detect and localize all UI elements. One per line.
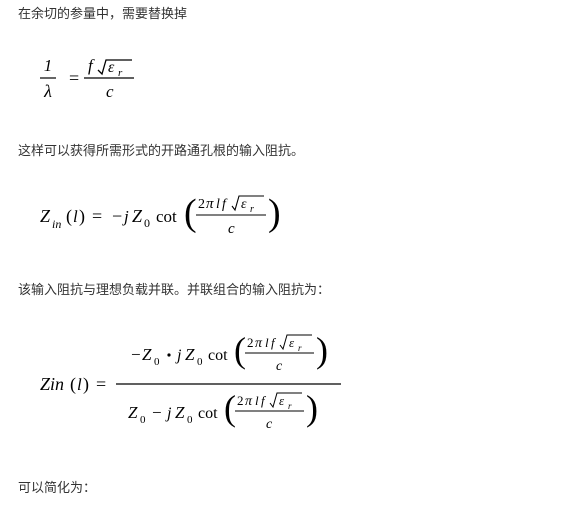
svg-text:0: 0 (154, 356, 160, 368)
svg-text:π: π (245, 394, 253, 409)
svg-text:2: 2 (237, 393, 244, 408)
equation-2-svg: Z in ( l ) = − j Z 0 cot ( 2 π l f ε (36, 190, 291, 242)
svg-text:0: 0 (187, 414, 193, 426)
svg-text:cot: cot (208, 347, 228, 364)
svg-text:r: r (118, 67, 123, 79)
svg-text:l: l (77, 375, 82, 394)
equation-1-svg: 1 λ = f ε r c (36, 53, 146, 103)
svg-text:r: r (250, 204, 254, 215)
svg-text:=: = (69, 68, 79, 88)
svg-text:f: f (271, 335, 277, 350)
svg-text:2: 2 (198, 197, 205, 212)
svg-text:c: c (276, 359, 283, 374)
svg-text:j: j (175, 347, 182, 364)
svg-text:Z: Z (40, 206, 51, 226)
svg-text:): ) (306, 388, 318, 428)
svg-text:−: − (152, 403, 162, 422)
svg-text:Z: Z (132, 206, 143, 226)
svg-text:): ) (83, 374, 89, 395)
svg-text:(: ( (224, 388, 236, 428)
svg-text:(: ( (184, 192, 197, 234)
svg-text:): ) (316, 330, 328, 370)
svg-text:l: l (255, 393, 259, 408)
paragraph-1: 在余切的参量中，需要替换掉 (18, 4, 555, 25)
svg-text:=: = (92, 206, 102, 226)
svg-text:): ) (79, 206, 85, 227)
svg-text:c: c (266, 417, 273, 432)
svg-text:j: j (165, 405, 172, 422)
svg-text:cot: cot (156, 207, 177, 226)
svg-text:π: π (255, 336, 263, 351)
svg-text:Zin: Zin (40, 374, 64, 394)
svg-text:r: r (288, 401, 292, 411)
svg-text:l: l (216, 197, 220, 212)
svg-text:c: c (228, 221, 235, 237)
svg-text:π: π (206, 196, 214, 212)
svg-text:Z: Z (142, 345, 152, 364)
svg-text:r: r (298, 343, 302, 353)
svg-text:ε: ε (108, 59, 115, 76)
svg-text:cot: cot (198, 405, 218, 422)
paragraph-4: 可以简化为： (18, 478, 555, 499)
svg-text:j: j (122, 207, 129, 226)
svg-text:(: ( (70, 374, 76, 395)
svg-text:l: l (265, 335, 269, 350)
svg-text:ε: ε (289, 335, 295, 350)
svg-text:−: − (131, 345, 141, 364)
paragraph-2: 这样可以获得所需形式的开路通孔根的输入阻抗。 (18, 141, 555, 162)
svg-text:=: = (96, 374, 106, 394)
paragraph-3: 该输入阻抗与理想负载并联。并联组合的输入阻抗为： (18, 280, 555, 301)
svg-text:f: f (88, 56, 95, 75)
svg-text:l: l (73, 207, 78, 226)
svg-text:Z: Z (128, 403, 138, 422)
svg-text:Z: Z (185, 345, 195, 364)
svg-text:): ) (268, 192, 281, 234)
equation-1: 1 λ = f ε r c (36, 53, 555, 103)
svg-text:1: 1 (44, 56, 53, 75)
svg-text:f: f (261, 393, 267, 408)
svg-text:ε: ε (241, 197, 247, 212)
equation-3-svg: Zin ( l ) = − Z 0 j Z 0 cot ( 2 (36, 328, 346, 440)
svg-text:f: f (222, 197, 228, 212)
svg-text:0: 0 (140, 414, 146, 426)
svg-text:Z: Z (175, 403, 185, 422)
svg-text:(: ( (234, 330, 246, 370)
svg-text:λ: λ (43, 81, 52, 101)
svg-text:2: 2 (247, 335, 254, 350)
svg-text:0: 0 (144, 216, 150, 230)
svg-text:−: − (112, 206, 122, 226)
equation-3: Zin ( l ) = − Z 0 j Z 0 cot ( 2 (36, 328, 555, 440)
svg-text:(: ( (66, 206, 72, 227)
svg-text:ε: ε (279, 393, 285, 408)
equation-2: Z in ( l ) = − j Z 0 cot ( 2 π l f ε (36, 190, 555, 242)
svg-text:0: 0 (197, 356, 203, 368)
svg-text:c: c (106, 82, 114, 101)
svg-text:in: in (52, 217, 61, 231)
